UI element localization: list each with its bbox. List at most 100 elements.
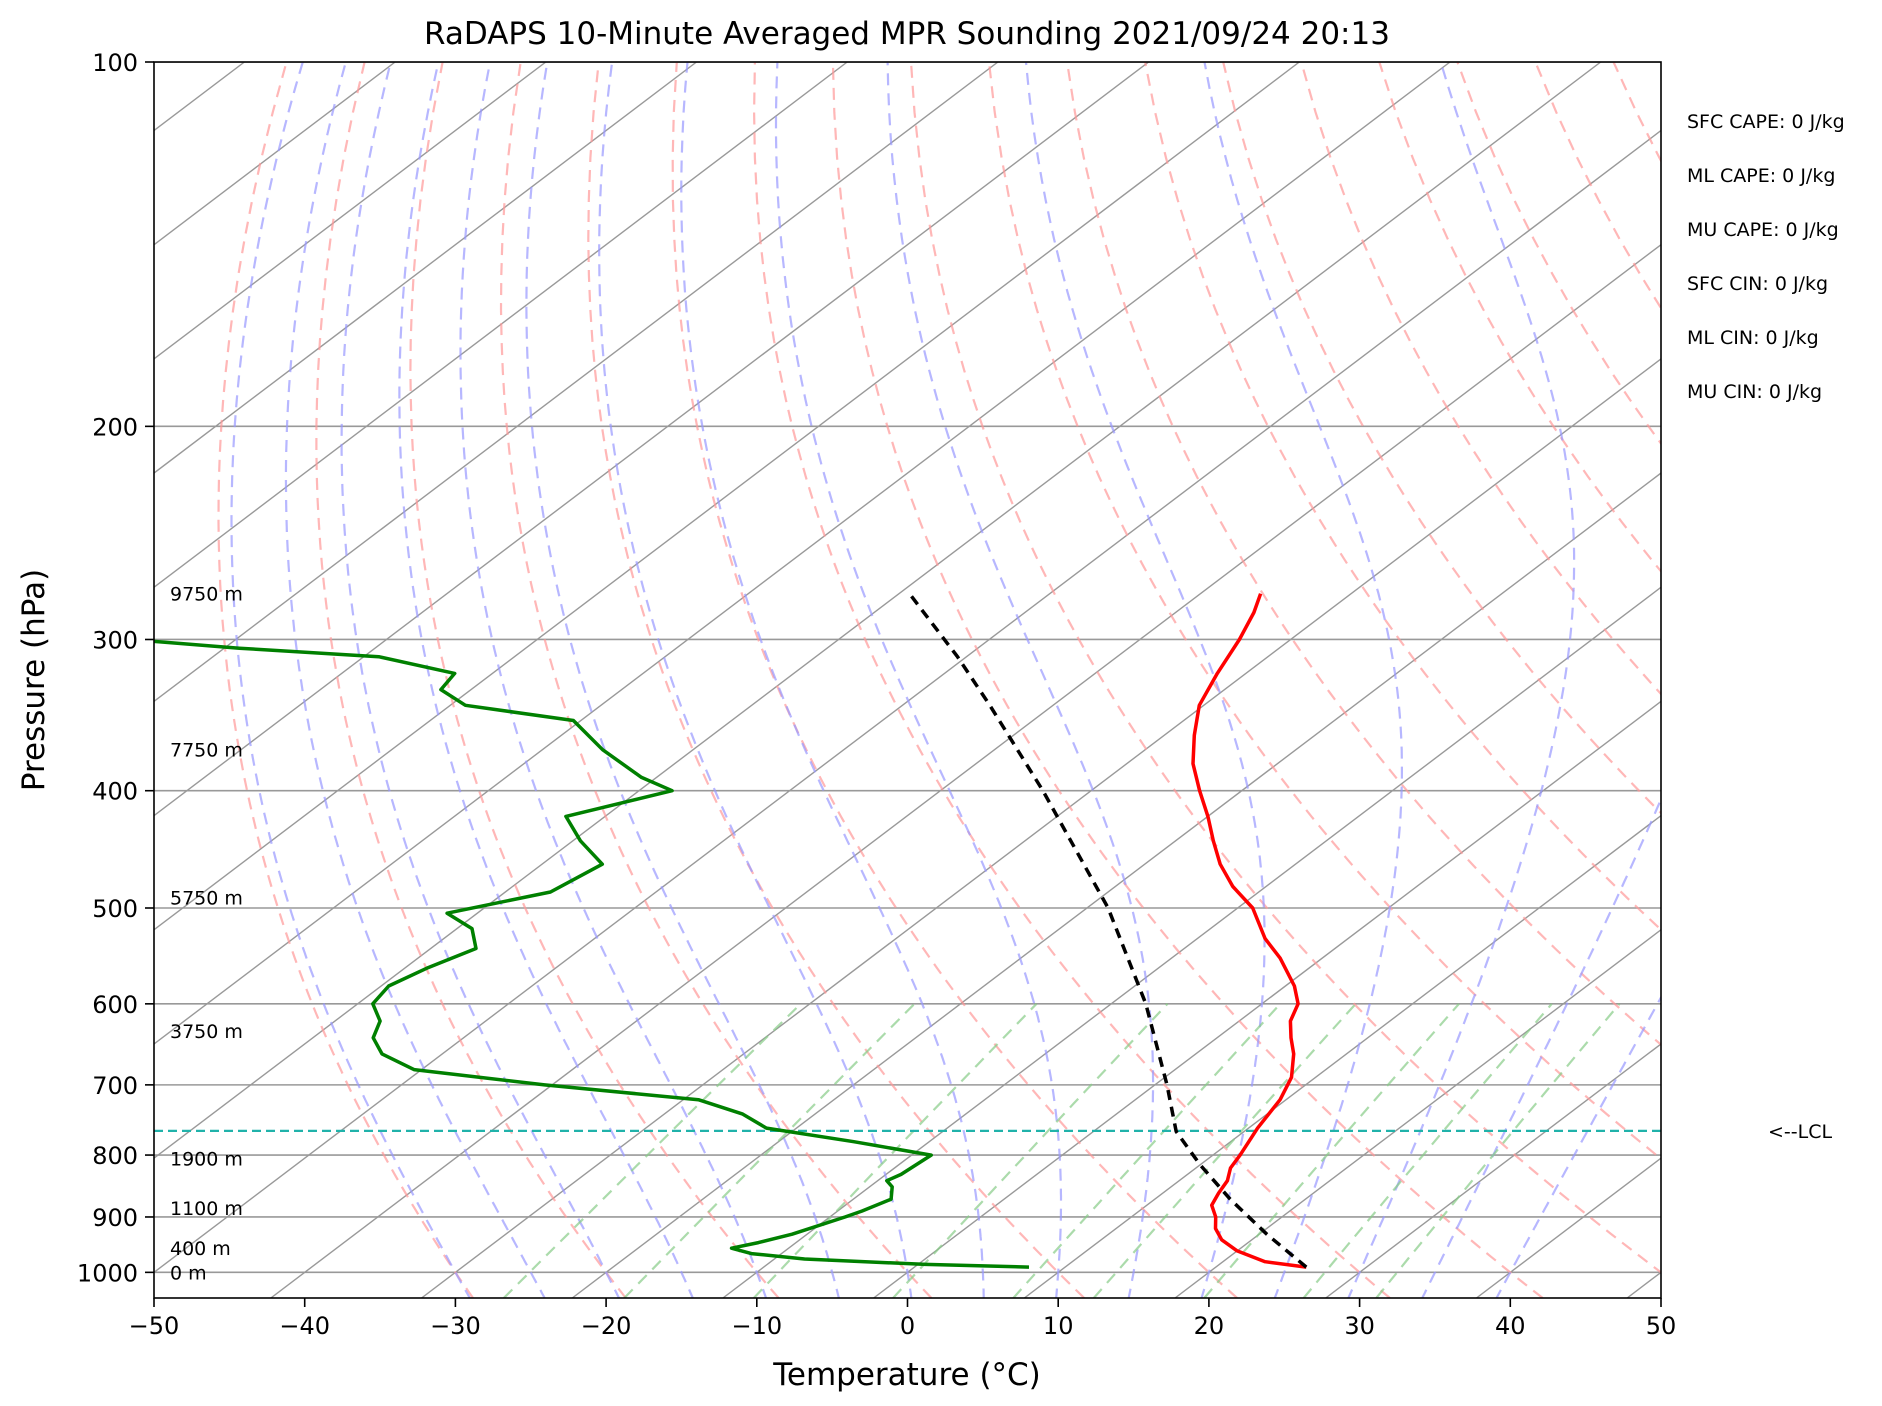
cape-cin-annotation: SFC CIN: 0 J/kg (1687, 273, 1828, 295)
dry-adiabat-line (1770, 62, 1882, 1298)
plot-frame (153, 61, 1662, 1299)
x-tick-label: −50 (129, 1312, 180, 1340)
dewpoint-line (154, 639, 1030, 1269)
isotherm-line (1023, 814, 1661, 1298)
cape-cin-annotation: ML CIN: 0 J/kg (1687, 327, 1819, 349)
dry-adiabat-line (315, 62, 627, 1298)
moist-adiabat-line (1495, 995, 1661, 1298)
y-tick-label: 900 (92, 1204, 138, 1232)
moist-adiabat-line (1203, 62, 1403, 1298)
x-tick-label: 30 (1344, 1312, 1375, 1340)
height-label: 400 m (170, 1238, 231, 1260)
x-axis-label: Temperature (°C) (772, 1357, 1041, 1393)
dry-adiabat-line (671, 62, 1238, 1298)
y-axis-label: Pressure (hPa) (16, 569, 52, 791)
height-label: 3750 m (170, 1021, 243, 1043)
dry-adiabat-line (1066, 62, 1661, 1047)
isotherm-line (722, 586, 1661, 1298)
mixing-ratio-line (1012, 1003, 1282, 1298)
isotherm-line (154, 62, 1451, 1045)
moist-adiabat-line (1347, 62, 1576, 1298)
x-tick-label: 0 (900, 1312, 915, 1340)
dry-adiabat-line (831, 62, 1544, 1298)
isotherm-line (154, 62, 1602, 1160)
moist-adiabat-line (284, 62, 546, 1298)
isotherm-line (154, 62, 1150, 817)
moist-adiabat-line (680, 62, 985, 1298)
moist-adiabat-line (598, 62, 913, 1298)
dry-adiabat-line (1612, 62, 1661, 164)
y-tick-label: 1000 (77, 1259, 138, 1287)
dry-adiabat-line (987, 62, 1661, 1161)
dry-adiabat-line (1378, 62, 1661, 574)
lcl-label: <--LCL (1768, 1121, 1832, 1143)
mixing-ratio-line (503, 1003, 802, 1298)
isotherm-line (421, 358, 1661, 1298)
cape-cin-annotation: SFC CAPE: 0 J/kg (1687, 111, 1845, 133)
isotherm-line (1174, 928, 1661, 1298)
mixing-ratio-line (892, 1003, 1169, 1298)
dry-adiabat-line (499, 62, 933, 1298)
dry-adiabat-line (1144, 62, 1661, 932)
y-tick-label: 400 (92, 778, 138, 806)
isotherm-line (1325, 1043, 1661, 1298)
isotherm-line (154, 62, 999, 703)
y-tick-label: 700 (92, 1072, 138, 1100)
moist-adiabat-line (459, 62, 768, 1298)
dry-adiabat-line (217, 62, 474, 1298)
background-lines (154, 62, 1882, 1298)
parcel-line (908, 592, 1308, 1269)
mixing-ratio-line (1203, 1003, 1460, 1298)
dry-adiabat-line (1692, 62, 1882, 1298)
chart-title: RaDAPS 10-Minute Averaged MPR Sounding 2… (424, 16, 1390, 52)
x-tick-label: 40 (1495, 1312, 1526, 1340)
y-tick-label: 100 (92, 49, 138, 77)
height-label: 0 m (170, 1262, 207, 1284)
mixing-ratio-line (753, 1003, 1038, 1298)
isotherm-line (154, 62, 396, 246)
isotherm-line (571, 472, 1661, 1298)
mixing-ratio-line (1092, 1003, 1357, 1298)
cape-cin-annotation: MU CAPE: 0 J/kg (1687, 219, 1839, 241)
y-tick-label: 300 (92, 626, 138, 654)
cape-cin-annotation: MU CIN: 0 J/kg (1687, 381, 1822, 403)
moist-adiabat-line (1024, 62, 1266, 1298)
isotherm-line (154, 129, 1661, 1274)
x-tick-label: −40 (279, 1312, 330, 1340)
dry-adiabat-line (1222, 62, 1661, 815)
isotherm-line (873, 700, 1661, 1298)
moist-adiabat-line (230, 62, 472, 1298)
moist-adiabat-line (398, 62, 694, 1298)
y-tick-label: 500 (92, 895, 138, 923)
mixing-ratio-line (1302, 1003, 1553, 1298)
isotherm-line (154, 62, 697, 474)
dry-adiabat-line (1848, 62, 1882, 1298)
dry-adiabat-line (587, 62, 1085, 1298)
height-label: 7750 m (170, 740, 243, 762)
temperature-line (1191, 593, 1307, 1269)
height-label: 9750 m (170, 584, 243, 606)
y-tick-label: 800 (92, 1142, 138, 1170)
isotherm-line (270, 243, 1661, 1298)
moist-adiabat-line (886, 62, 1155, 1298)
height-label: 1900 m (170, 1148, 243, 1170)
cape-cin-annotation: ML CAPE: 0 J/kg (1687, 165, 1835, 187)
x-tick-label: −20 (581, 1312, 632, 1340)
dry-adiabat-line (409, 62, 780, 1298)
height-label: 5750 m (170, 887, 243, 909)
data-lines (154, 592, 1308, 1269)
mixing-ratio-line (623, 1003, 916, 1298)
isotherm-line (154, 62, 547, 360)
x-tick-label: 50 (1646, 1312, 1677, 1340)
isotherm-line (154, 62, 848, 589)
dry-adiabat-line (1534, 62, 1661, 311)
dry-adiabat-line (752, 62, 1391, 1298)
dry-adiabat-line (909, 62, 1661, 1274)
moist-adiabat-line (525, 62, 841, 1298)
mixing-ratio-line (1375, 1003, 1621, 1298)
axes: −50 −40 −30 −20 −10 0 10 20 30 40 50 100 200 300 400 50… (77, 49, 1676, 1340)
moist-adiabat-line (774, 62, 1063, 1298)
isotherm-line (154, 62, 1300, 931)
